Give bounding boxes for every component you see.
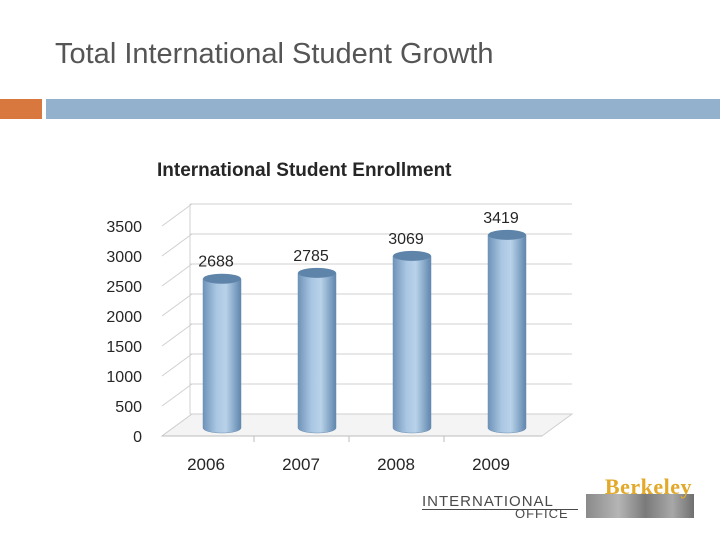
gridline-side xyxy=(161,233,193,257)
bar-2008 xyxy=(392,255,432,434)
x-tick-label: 2006 xyxy=(187,455,225,474)
gridline-side xyxy=(161,353,193,377)
logo-divider xyxy=(422,509,578,510)
x-tick-label: 2007 xyxy=(282,455,320,474)
logo-berkeley-text: Berkeley xyxy=(604,474,692,499)
logo-international-text: INTERNATIONAL xyxy=(422,493,554,510)
logo-office-text: OFFICE xyxy=(515,506,569,521)
gridline-side xyxy=(161,383,193,407)
y-tick-label: 0 xyxy=(133,429,142,446)
data-label: 2688 xyxy=(198,254,234,271)
gridline-side xyxy=(161,263,193,287)
gridline-side xyxy=(161,203,193,227)
gridline-side xyxy=(161,293,193,317)
berkeley-international-office-logo: Berkeley INTERNATIONAL OFFICE xyxy=(420,474,696,521)
bar-top-2007 xyxy=(298,267,336,278)
y-tick-label: 2000 xyxy=(106,309,142,326)
data-label: 3069 xyxy=(388,231,424,248)
slide-title: Total International Student Growth xyxy=(55,38,494,70)
x-tick-label: 2008 xyxy=(377,455,415,474)
y-tick-label: 1000 xyxy=(106,369,142,386)
world-map-graphic xyxy=(586,494,694,518)
bar-2009 xyxy=(487,234,527,434)
accent-bar-blue xyxy=(46,99,720,119)
x-tick-label: 2009 xyxy=(472,455,510,474)
data-label: 3419 xyxy=(483,210,519,227)
bar-top-2009 xyxy=(488,229,526,240)
y-tick-label: 1500 xyxy=(106,339,142,356)
y-tick-label: 500 xyxy=(115,399,142,416)
accent-bar-orange xyxy=(0,99,42,119)
y-tick-label: 2500 xyxy=(106,279,142,296)
y-tick-label: 3000 xyxy=(106,249,142,266)
data-label: 2785 xyxy=(293,248,329,265)
bar-top-2006 xyxy=(203,273,241,284)
bar-top-2008 xyxy=(393,250,431,261)
bar-2007 xyxy=(297,272,337,434)
gridline-side xyxy=(161,323,193,347)
bar-2006 xyxy=(202,278,242,434)
chart-title: International Student Enrollment xyxy=(157,160,452,181)
y-tick-label: 3500 xyxy=(106,219,142,236)
